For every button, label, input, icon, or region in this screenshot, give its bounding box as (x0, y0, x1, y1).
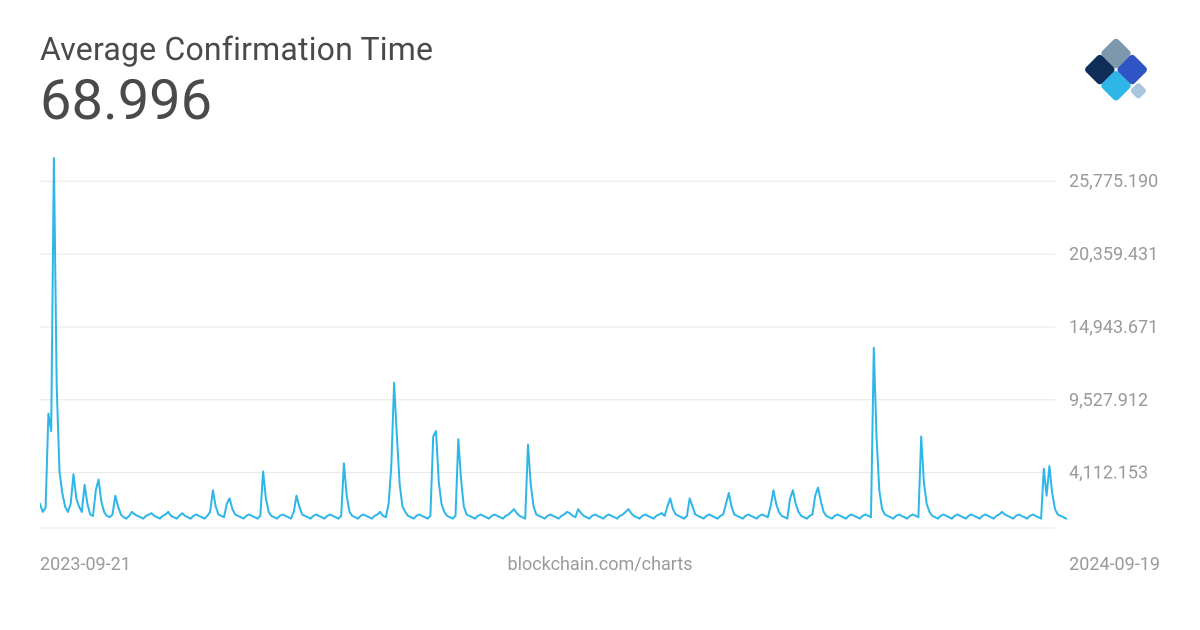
header: Average Confirmation Time 68.996 (40, 30, 1160, 132)
footer: 2023-09-21 blockchain.com/charts 2024-09… (40, 554, 1160, 575)
title-block: Average Confirmation Time 68.996 (40, 30, 433, 132)
x-axis-end-label: 2024-09-19 (1069, 554, 1160, 575)
chart-card: Average Confirmation Time 68.996 (0, 0, 1200, 630)
y-tick-label: 4,112.153 (1069, 462, 1148, 483)
source-label: blockchain.com/charts (507, 554, 692, 575)
chart-area: 25,775.190 20,359.431 14,943.671 9,527.912 4… (40, 150, 1160, 544)
y-tick-label: 20,359.431 (1069, 244, 1158, 265)
y-tick-label: 14,943.671 (1069, 317, 1158, 338)
x-axis-start-label: 2023-09-21 (40, 554, 131, 575)
y-tick-label: 25,775.190 (1069, 171, 1158, 192)
line-chart: 25,775.190 20,359.431 14,943.671 9,527.912 4… (40, 150, 1160, 540)
blockchain-logo-icon (1072, 30, 1160, 118)
chart-current-value: 68.996 (40, 70, 433, 132)
chart-title: Average Confirmation Time (40, 30, 433, 68)
y-tick-label: 9,527.912 (1069, 389, 1148, 410)
